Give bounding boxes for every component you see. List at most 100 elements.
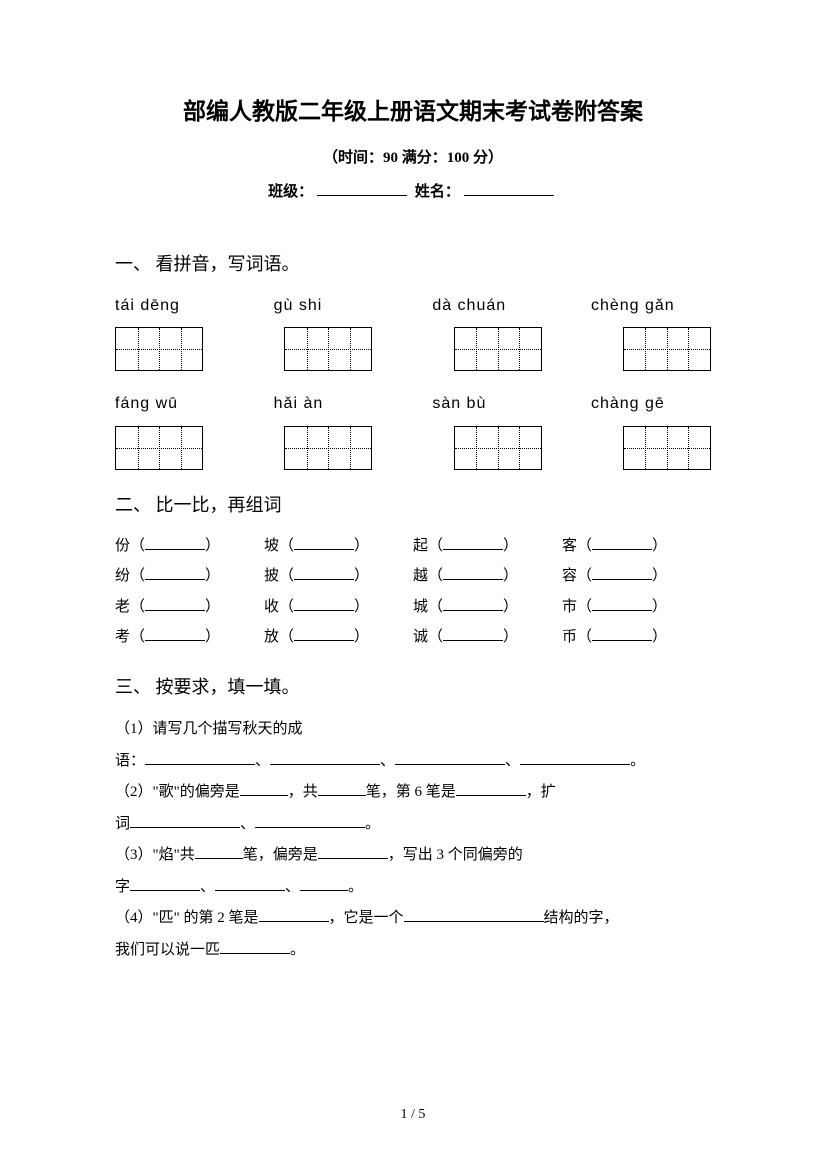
compare-row: 份（） 坡（） 起（） 客（）	[115, 532, 711, 561]
writing-box[interactable]	[623, 426, 711, 470]
paren-close: ）	[205, 538, 220, 554]
period: 。	[365, 816, 380, 832]
answer-blank[interactable]	[270, 750, 380, 765]
answer-blank[interactable]	[294, 626, 354, 641]
text: 我们可以说一匹	[115, 942, 220, 958]
period: 。	[630, 753, 645, 769]
compare-char: 纷（	[115, 568, 145, 584]
writing-box[interactable]	[623, 327, 711, 371]
answer-blank[interactable]	[520, 750, 630, 765]
compare-row: 考（） 放（） 诚（） 币（）	[115, 623, 711, 652]
answer-blank[interactable]	[318, 781, 366, 796]
section-3-body: （1）请写几个描写秋天的成 语：、、、。 （2）"歌"的偏旁是，共笔，第 6 笔…	[115, 714, 711, 966]
compare-char: 考（	[115, 629, 145, 645]
compare-char: 份（	[115, 538, 145, 554]
period: 。	[348, 879, 363, 895]
pinyin-cell: chàng gē	[591, 389, 711, 419]
sep: 、	[200, 879, 215, 895]
answer-blank[interactable]	[443, 596, 503, 611]
answer-blank[interactable]	[145, 535, 205, 550]
answer-blank[interactable]	[294, 565, 354, 580]
answer-blank[interactable]	[294, 596, 354, 611]
answer-blank[interactable]	[145, 750, 255, 765]
pinyin-cell: tái dēng	[115, 291, 235, 321]
section-1-head: 一、 看拼音，写词语。	[115, 247, 711, 281]
sep: 、	[505, 753, 520, 769]
pinyin-cell: chèng gǎn	[591, 291, 711, 321]
answer-blank[interactable]	[294, 535, 354, 550]
paren-close: ）	[652, 629, 667, 645]
writing-box[interactable]	[454, 426, 542, 470]
writing-box[interactable]	[115, 327, 203, 371]
paren-close: ）	[354, 629, 369, 645]
answer-blank[interactable]	[592, 535, 652, 550]
compare-block: 份（） 坡（） 起（） 客（） 纷（） 披（） 越（） 容（） 老（） 收（） …	[115, 532, 711, 652]
answer-blank[interactable]	[443, 565, 503, 580]
name-blank[interactable]	[464, 181, 554, 196]
writing-box-row	[115, 327, 711, 371]
text: 结构的字，	[544, 910, 619, 926]
answer-blank[interactable]	[130, 813, 240, 828]
text: （1）请写几个描写秋天的成	[115, 721, 303, 737]
paren-close: ）	[205, 599, 220, 615]
answer-blank[interactable]	[130, 876, 200, 891]
subtitle: （时间：90 满分：100 分）	[115, 144, 711, 173]
answer-blank[interactable]	[255, 813, 365, 828]
pinyin-cell: fáng wū	[115, 389, 235, 419]
answer-blank[interactable]	[443, 535, 503, 550]
answer-blank[interactable]	[592, 596, 652, 611]
answer-blank[interactable]	[404, 907, 544, 922]
writing-box[interactable]	[454, 327, 542, 371]
sep: 、	[255, 753, 270, 769]
answer-blank[interactable]	[456, 781, 526, 796]
compare-char: 披（	[264, 568, 294, 584]
q3-2: （2）"歌"的偏旁是，共笔，第 6 笔是，扩 词、。	[115, 777, 711, 840]
paren-close: ）	[652, 538, 667, 554]
answer-blank[interactable]	[215, 876, 285, 891]
paren-close: ）	[354, 568, 369, 584]
writing-box[interactable]	[284, 327, 372, 371]
q3-4: （4）"匹" 的第 2 笔是，它是一个结构的字， 我们可以说一匹。	[115, 903, 711, 966]
answer-blank[interactable]	[259, 907, 329, 922]
pinyin-cell: sàn bù	[432, 389, 552, 419]
paren-close: ）	[205, 568, 220, 584]
answer-blank[interactable]	[443, 626, 503, 641]
answer-blank[interactable]	[145, 565, 205, 580]
class-blank[interactable]	[317, 181, 407, 196]
compare-char: 城（	[413, 599, 443, 615]
answer-blank[interactable]	[145, 626, 205, 641]
answer-blank[interactable]	[592, 626, 652, 641]
paren-close: ）	[652, 599, 667, 615]
answer-blank[interactable]	[145, 596, 205, 611]
writing-box[interactable]	[115, 426, 203, 470]
pinyin-cell: hǎi àn	[274, 389, 394, 419]
class-label: 班级：	[268, 184, 313, 200]
answer-blank[interactable]	[220, 939, 290, 954]
answer-blank[interactable]	[300, 876, 348, 891]
text: ，它是一个	[329, 910, 404, 926]
answer-blank[interactable]	[318, 844, 388, 859]
sep: 、	[380, 753, 395, 769]
text: ，扩	[526, 784, 556, 800]
paren-close: ）	[503, 538, 518, 554]
answer-blank[interactable]	[395, 750, 505, 765]
compare-row: 纷（） 披（） 越（） 容（）	[115, 562, 711, 591]
paren-close: ）	[354, 538, 369, 554]
compare-char: 坡（	[264, 538, 294, 554]
text: （4）"匹" 的第 2 笔是	[115, 910, 259, 926]
section-2-head: 二、 比一比，再组词	[115, 488, 711, 522]
text: 词	[115, 816, 130, 832]
pinyin-row-2: fáng wū hǎi àn sàn bù chàng gē	[115, 389, 711, 419]
text: 笔，偏旁是	[243, 847, 318, 863]
compare-char: 起（	[413, 538, 443, 554]
text: （3）"焰"共	[115, 847, 195, 863]
answer-blank[interactable]	[195, 844, 243, 859]
writing-box[interactable]	[284, 426, 372, 470]
answer-blank[interactable]	[592, 565, 652, 580]
q3-3: （3）"焰"共笔，偏旁是，写出 3 个同偏旁的 字、、。	[115, 840, 711, 903]
text: ，共	[288, 784, 318, 800]
compare-char: 收（	[264, 599, 294, 615]
pinyin-cell: gù shi	[274, 291, 394, 321]
sep: 、	[240, 816, 255, 832]
answer-blank[interactable]	[240, 781, 288, 796]
